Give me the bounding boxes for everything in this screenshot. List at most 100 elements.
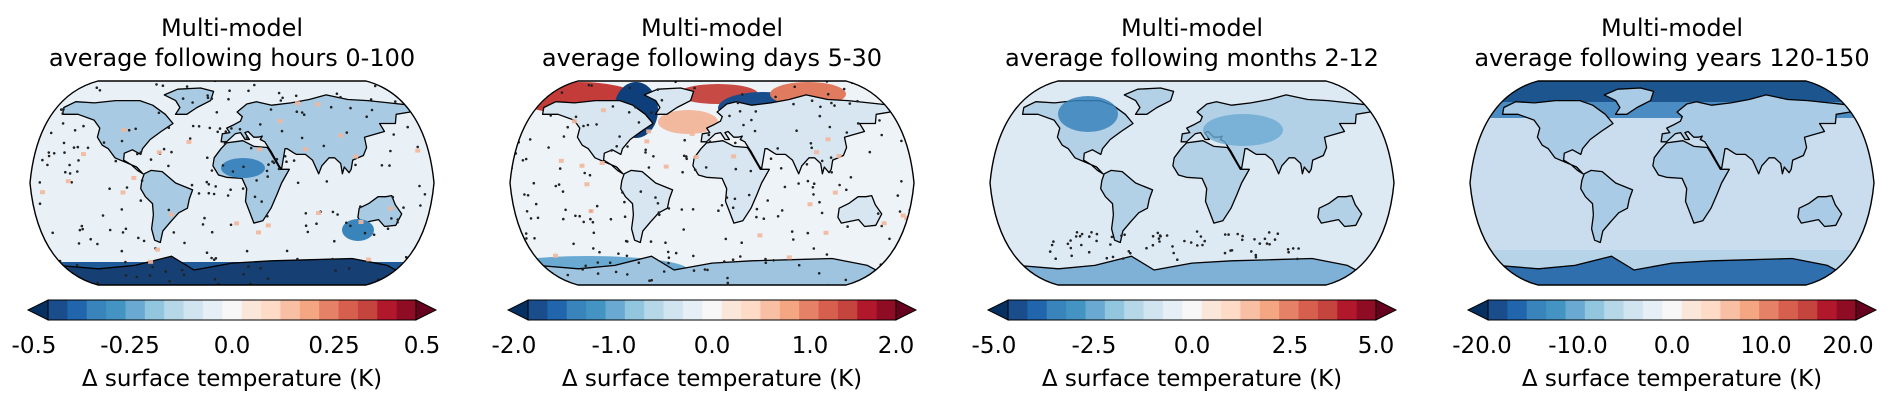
stipple-dot	[281, 96, 284, 100]
stipple-dot	[245, 136, 249, 139]
stipple-dot	[206, 156, 209, 159]
stipple-dot	[86, 146, 90, 150]
stipple-dot	[657, 211, 661, 214]
warm-speckle	[823, 230, 829, 235]
stipple-dot	[792, 238, 795, 241]
stipple-dot	[409, 278, 413, 282]
stipple-dot	[747, 193, 751, 197]
stipple-dot	[406, 125, 410, 129]
stipple-dot	[77, 242, 81, 245]
warm-speckle	[646, 129, 652, 134]
stipple-dot	[180, 268, 184, 272]
stipple-dot	[325, 180, 329, 183]
stipple-dot	[1158, 240, 1161, 243]
stipple-dot	[1111, 255, 1115, 259]
stipple-dot	[545, 81, 548, 83]
stipple-dot	[247, 89, 250, 93]
stipple-dot	[723, 260, 726, 263]
continent-africa	[1172, 140, 1250, 224]
stipple-dot	[704, 166, 708, 169]
stipple-dot	[148, 274, 152, 277]
stipple-dot	[1129, 251, 1132, 255]
colorbar-tick-label: -0.25	[100, 333, 160, 359]
stipple-dot	[167, 126, 171, 129]
stipple-dot	[611, 105, 615, 108]
stipple-dot	[644, 148, 647, 152]
continent-south-america	[620, 169, 674, 244]
colorbar-swatch	[1298, 300, 1319, 320]
stipple-dot	[277, 167, 281, 171]
colorbar-tick-label: 2.0	[877, 333, 915, 359]
stipple-dot	[644, 151, 647, 154]
stipple-dot	[283, 155, 287, 158]
stipple-dot	[829, 156, 833, 159]
colorbar-swatch	[1240, 300, 1261, 320]
stipple-dot	[578, 214, 581, 218]
stipple-dot	[582, 220, 585, 224]
stipple-dot	[275, 157, 279, 161]
continent-south-america	[140, 169, 194, 244]
stipple-dot	[259, 266, 262, 270]
stipple-dot	[742, 123, 745, 127]
stipple-dot	[1105, 256, 1109, 260]
stipple-dot	[396, 218, 400, 221]
stipple-dot	[764, 261, 768, 264]
colorbar-swatch	[299, 300, 320, 320]
warm-speckle	[663, 164, 669, 169]
colorbar-swatch	[164, 300, 185, 320]
stipple-dot	[595, 204, 599, 208]
stipple-dot	[609, 217, 613, 221]
stipple-dot	[830, 101, 833, 105]
colorbar-swatch	[125, 300, 146, 320]
stipple-dot	[857, 81, 860, 82]
stipple-dot	[707, 133, 711, 137]
stipple-dot	[750, 118, 753, 122]
stipple-dot	[60, 92, 64, 96]
stipple-dot	[741, 93, 744, 96]
stipple-dot	[876, 212, 880, 215]
stipple-dot	[626, 240, 629, 243]
colorbar	[1466, 299, 1878, 321]
colorbar-tick-label: -10.0	[1548, 333, 1608, 359]
stipple-dot	[900, 180, 903, 183]
stipple-dot	[380, 164, 384, 167]
stipple-dot	[1080, 232, 1084, 236]
colorbar	[26, 299, 438, 321]
stipple-dot	[419, 204, 422, 207]
colorbar-label: Δ surface temperature (K)	[1521, 366, 1823, 392]
stipple-dot	[1223, 233, 1227, 236]
warm-speckle	[388, 206, 394, 211]
map-boundary	[989, 80, 1395, 286]
colorbar-frame	[1487, 299, 1857, 321]
colorbar-swatch	[1681, 300, 1702, 320]
stipple-dot	[47, 154, 51, 158]
stipple-dot	[776, 147, 779, 150]
stipple-dot	[1265, 242, 1269, 245]
stipple-dot	[685, 155, 688, 158]
stipple-dot	[73, 129, 77, 132]
warm-speckle	[315, 102, 321, 107]
stipple-dot	[80, 224, 84, 228]
stipple-dot	[59, 269, 62, 273]
stipple-dot	[197, 125, 201, 128]
warm-speckle	[553, 253, 558, 258]
stipple-dot	[793, 85, 796, 89]
stipple-dot	[300, 111, 304, 114]
colorbar-swatch	[586, 300, 607, 320]
warm-speckle	[731, 154, 737, 159]
stipple-dot	[587, 83, 591, 87]
colorbar-swatch	[566, 300, 587, 320]
stipple-dot	[253, 195, 257, 199]
stipple-dot	[790, 230, 794, 233]
stipple-dot	[76, 170, 79, 173]
stipple-dot	[560, 91, 564, 94]
stipple-dot	[1120, 234, 1123, 237]
stipple-dot	[190, 183, 194, 187]
warm-speckle	[277, 119, 283, 124]
stipple-dot	[898, 210, 902, 213]
stipple-dot	[266, 277, 270, 280]
stipple-dot	[207, 183, 211, 186]
stipple-dot	[820, 211, 824, 215]
stipple-dot	[731, 206, 735, 209]
stipple-dot	[285, 160, 288, 163]
